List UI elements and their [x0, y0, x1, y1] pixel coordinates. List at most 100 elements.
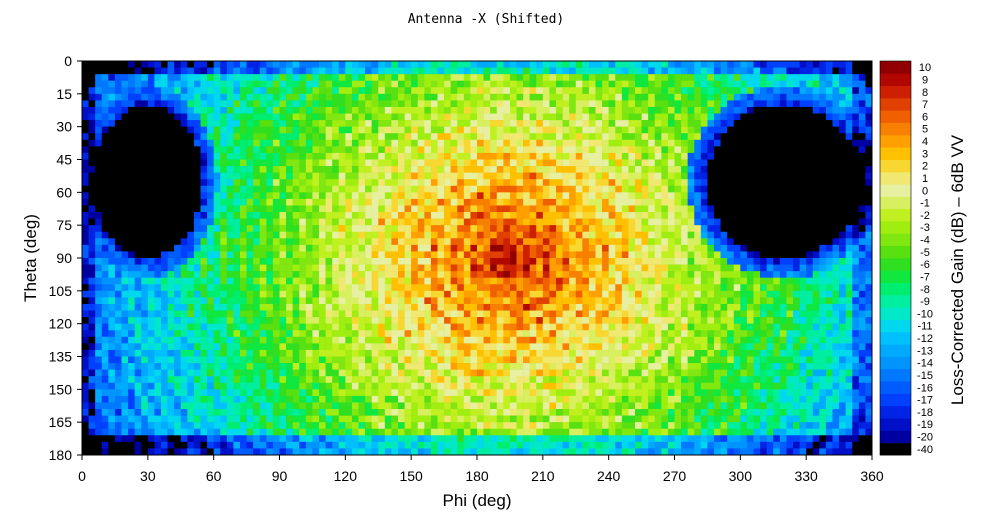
heatmap-cell: [121, 218, 129, 226]
heatmap-cell: [681, 251, 688, 259]
heatmap-cell: [450, 303, 458, 311]
heatmap-cell: [582, 258, 590, 265]
heatmap-cell: [378, 218, 386, 226]
heatmap-cell: [266, 126, 274, 134]
heatmap-cell: [378, 152, 386, 160]
heatmap-cell: [740, 271, 748, 278]
heatmap-cell: [259, 323, 267, 331]
heatmap-cell: [588, 100, 596, 108]
heatmap-cell: [325, 74, 333, 81]
heatmap-cell: [661, 238, 669, 246]
heatmap-cell: [161, 231, 168, 239]
heatmap-cell: [773, 133, 781, 141]
heatmap-cell: [161, 225, 168, 233]
heatmap-cell: [556, 303, 563, 311]
heatmap-cell: [187, 80, 195, 88]
heatmap-cell: [286, 93, 293, 101]
heatmap-cell: [417, 238, 425, 246]
heatmap-cell: [852, 120, 860, 127]
heatmap-cell: [233, 310, 241, 318]
heatmap-cell: [200, 330, 208, 338]
heatmap-cell: [292, 323, 300, 331]
heatmap-cell: [542, 106, 550, 114]
heatmap-cell: [220, 113, 228, 121]
heatmap-cell: [641, 146, 649, 154]
heatmap-cell: [799, 87, 807, 95]
heatmap-cell: [450, 146, 458, 154]
heatmap-cell: [674, 290, 682, 298]
heatmap-cell: [865, 205, 873, 213]
heatmap-cell: [82, 238, 89, 246]
heatmap-cell: [746, 159, 754, 167]
heatmap-cell: [635, 139, 642, 147]
heatmap-cell: [819, 244, 827, 252]
heatmap-cell: [628, 238, 636, 246]
heatmap-cell: [773, 185, 781, 193]
heatmap-cell: [220, 74, 228, 81]
heatmap-cell: [595, 159, 603, 167]
heatmap-cell: [523, 93, 530, 101]
heatmap-cell: [687, 244, 695, 252]
heatmap-cell: [391, 290, 399, 298]
heatmap-cell: [700, 251, 708, 259]
heatmap-cell: [753, 113, 761, 121]
heatmap-cell: [450, 152, 458, 160]
heatmap-cell: [371, 67, 379, 75]
heatmap-cell: [437, 152, 445, 160]
heatmap-cell: [161, 100, 168, 108]
heatmap-cell: [477, 225, 484, 233]
heatmap-cell: [753, 172, 761, 180]
heatmap-cell: [812, 100, 820, 108]
heatmap-cell: [621, 100, 629, 108]
heatmap-cell: [621, 264, 629, 272]
heatmap-cell: [319, 218, 326, 226]
heatmap-cell: [503, 323, 511, 331]
heatmap-cell: [272, 139, 280, 147]
heatmap-cell: [615, 303, 623, 311]
heatmap-cell: [746, 152, 754, 160]
heatmap-cell: [272, 317, 280, 324]
heatmap-cell: [687, 277, 695, 285]
heatmap-cell: [193, 192, 201, 200]
heatmap-cell: [806, 159, 814, 167]
heatmap-cell: [365, 297, 372, 305]
heatmap-cell: [88, 152, 96, 160]
heatmap-cell: [753, 74, 761, 81]
heatmap-cell: [345, 146, 353, 154]
heatmap-cell: [582, 218, 590, 226]
heatmap-cell: [786, 212, 794, 219]
heatmap-cell: [641, 61, 649, 68]
heatmap-cell: [207, 297, 214, 305]
heatmap-cell: [806, 198, 814, 206]
heatmap-cell: [457, 106, 465, 114]
heatmap-cell: [588, 146, 596, 154]
heatmap-cell: [852, 67, 860, 75]
heatmap-cell: [437, 139, 445, 147]
heatmap-cell: [463, 146, 471, 154]
heatmap-cell: [266, 225, 274, 233]
heatmap-cell: [509, 231, 517, 239]
heatmap-cell: [746, 179, 754, 187]
heatmap-cell: [806, 297, 814, 305]
heatmap-cell: [213, 310, 221, 318]
heatmap-cell: [549, 297, 557, 305]
heatmap-cell: [463, 271, 471, 278]
heatmap-cell: [819, 317, 827, 324]
heatmap-cell: [852, 139, 860, 147]
heatmap-cell: [226, 277, 234, 285]
heatmap-cell: [437, 166, 445, 173]
heatmap-cell: [832, 317, 840, 324]
heatmap-cell: [292, 218, 300, 226]
heatmap-cell: [707, 126, 715, 134]
heatmap-cell: [365, 185, 372, 193]
heatmap-cell: [793, 244, 800, 252]
heatmap-cell: [161, 67, 168, 75]
heatmap-cell: [602, 225, 609, 233]
heatmap-cell: [700, 310, 708, 318]
heatmap-cell: [503, 244, 511, 252]
heatmap-cell: [207, 303, 214, 311]
heatmap-cell: [687, 106, 695, 114]
heatmap-cell: [147, 67, 155, 75]
heatmap-cell: [345, 238, 353, 246]
heatmap-cell: [384, 317, 392, 324]
